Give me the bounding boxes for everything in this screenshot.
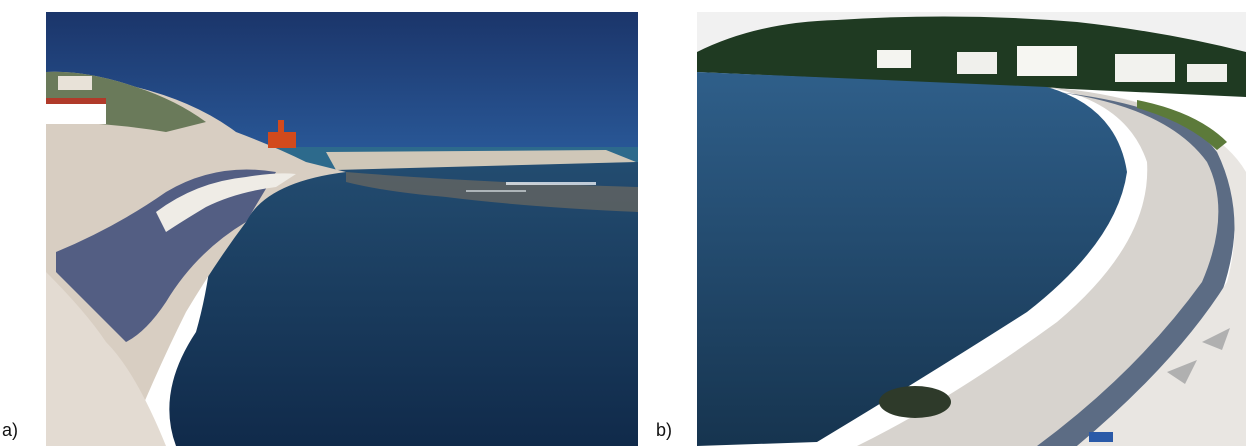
coastal-inlet-photo <box>46 12 638 446</box>
curved-beach-photo <box>697 12 1246 446</box>
panel-label-a: a) <box>2 420 19 440</box>
coastal-inlet-photo-icon <box>46 12 638 446</box>
curved-beach-photo-icon <box>697 12 1246 446</box>
panel-label-b: b) <box>656 420 673 440</box>
